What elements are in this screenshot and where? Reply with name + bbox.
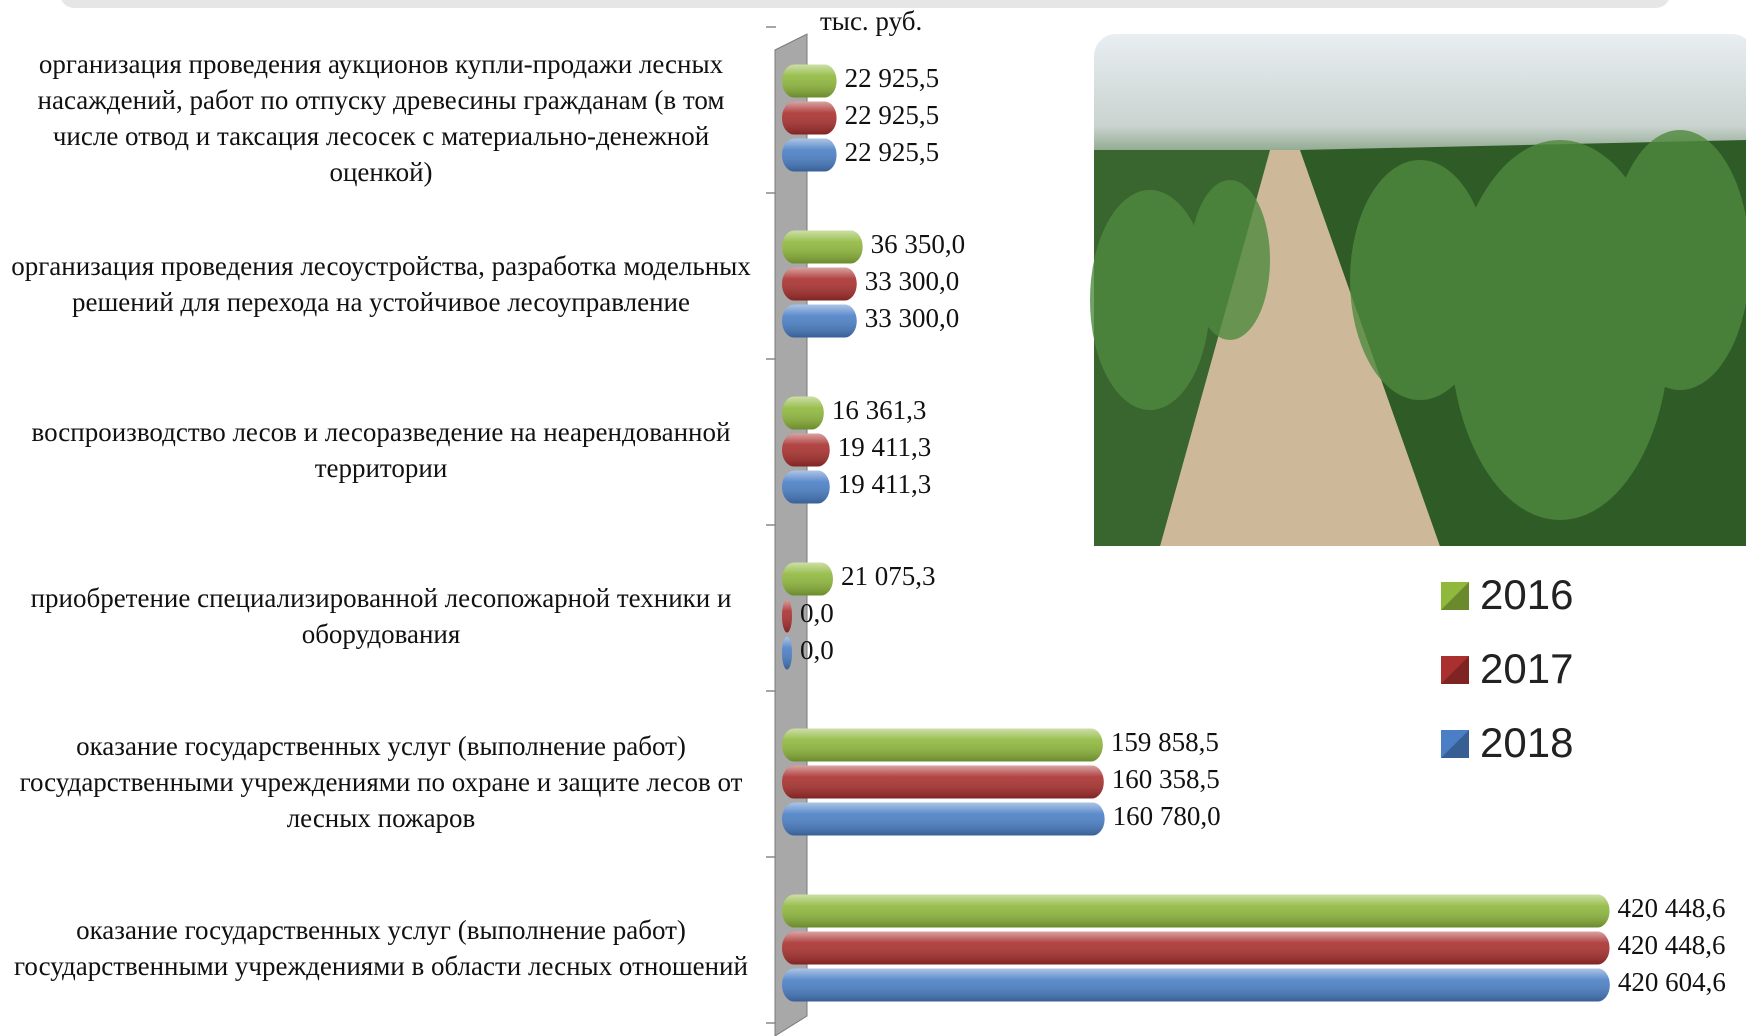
bar-shine xyxy=(782,802,1105,836)
bar-shine xyxy=(782,304,857,338)
legend-label: 2018 xyxy=(1480,719,1573,766)
category-label: приобретение специализированной лесопожа… xyxy=(30,583,732,649)
bar-shine xyxy=(782,599,792,633)
unit-label: тыс. руб. xyxy=(820,6,922,36)
value-label: 22 925,5 xyxy=(845,63,940,93)
value-label: 22 925,5 xyxy=(845,100,940,130)
legend-swatch xyxy=(1441,582,1469,610)
bar-shine xyxy=(782,968,1610,1002)
bar-shine xyxy=(782,433,830,467)
bar-shine xyxy=(782,931,1610,965)
legend-label: 2017 xyxy=(1480,645,1573,692)
bar-shine xyxy=(782,636,792,670)
bar-shine xyxy=(782,894,1610,928)
value-label: 0,0 xyxy=(800,635,834,665)
legend-swatch-shade xyxy=(1441,730,1469,758)
value-label: 16 361,3 xyxy=(832,395,927,425)
bar-shine xyxy=(782,562,833,596)
value-label: 33 300,0 xyxy=(865,303,960,333)
bar-shine xyxy=(782,138,837,172)
legend-swatch xyxy=(1441,656,1469,684)
bar-shine xyxy=(782,267,857,301)
bar-shine xyxy=(782,230,863,264)
bar-shine xyxy=(782,470,830,504)
photo xyxy=(1090,34,1746,546)
bar-shine xyxy=(782,101,837,135)
value-label: 33 300,0 xyxy=(865,266,960,296)
category-label: оказание государственных услуг (выполнен… xyxy=(14,915,748,981)
value-label: 21 075,3 xyxy=(841,561,936,591)
value-label: 36 350,0 xyxy=(871,229,966,259)
legend-swatch xyxy=(1441,730,1469,758)
bar-shine xyxy=(782,64,837,98)
value-label: 160 780,0 xyxy=(1113,801,1221,831)
category-label: организация проведения аукционов купли-п… xyxy=(37,49,725,187)
legend-swatch-shade xyxy=(1441,582,1469,610)
value-label: 160 358,5 xyxy=(1112,764,1220,794)
value-label: 19 411,3 xyxy=(838,469,932,499)
legend-label: 2016 xyxy=(1480,571,1573,618)
bar-shine xyxy=(782,765,1104,799)
bar-shine xyxy=(782,728,1103,762)
category-label: организация проведения лесоустройства, р… xyxy=(11,251,751,317)
value-label: 22 925,5 xyxy=(845,137,940,167)
category-label: оказание государственных услуг (выполнен… xyxy=(19,731,743,833)
value-label: 420 604,6 xyxy=(1618,967,1726,997)
category-label: воспроизводство лесов и лесоразведение н… xyxy=(31,417,731,483)
bar-shine xyxy=(782,396,824,430)
value-label: 420 448,6 xyxy=(1618,893,1726,923)
value-label: 420 448,6 xyxy=(1618,930,1726,960)
axis-wall xyxy=(774,33,808,1036)
value-label: 19 411,3 xyxy=(838,432,932,462)
legend-swatch-shade xyxy=(1441,656,1469,684)
top-strip xyxy=(61,0,1669,8)
value-label: 0,0 xyxy=(800,598,834,628)
value-label: 159 858,5 xyxy=(1111,727,1219,757)
